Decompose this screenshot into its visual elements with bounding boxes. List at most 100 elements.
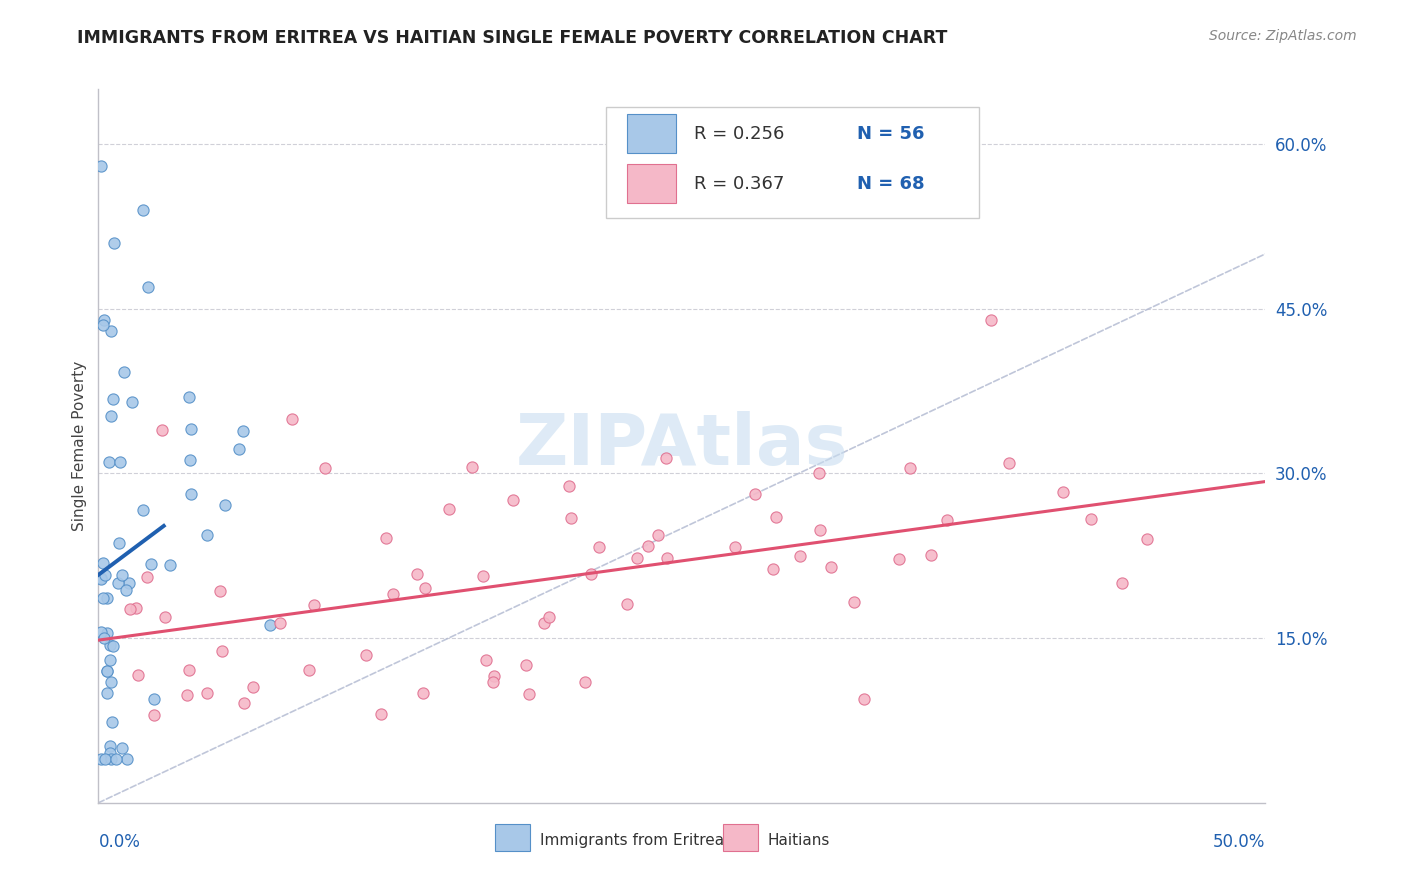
- Point: [101, 715, 124, 730]
- Point: [281, 411, 304, 425]
- Point: [484, 669, 506, 683]
- FancyBboxPatch shape: [627, 114, 676, 153]
- Point: [232, 696, 254, 710]
- Point: [94, 752, 117, 766]
- Point: [179, 452, 201, 467]
- Point: [90, 752, 112, 766]
- FancyBboxPatch shape: [723, 824, 758, 851]
- FancyBboxPatch shape: [495, 824, 530, 851]
- Point: [533, 616, 555, 631]
- Point: [482, 675, 505, 690]
- Point: [1111, 576, 1133, 591]
- Text: ZIPAtlas: ZIPAtlas: [516, 411, 848, 481]
- Point: [439, 502, 461, 516]
- Point: [132, 202, 155, 217]
- Point: [936, 513, 959, 527]
- FancyBboxPatch shape: [627, 164, 676, 203]
- Point: [557, 478, 579, 492]
- Point: [98, 739, 121, 753]
- Point: [107, 576, 129, 591]
- Point: [121, 394, 143, 409]
- Point: [111, 567, 134, 582]
- Point: [232, 424, 254, 438]
- Point: [887, 551, 910, 566]
- Point: [180, 422, 202, 436]
- Point: [96, 664, 118, 678]
- Point: [108, 455, 131, 469]
- Point: [114, 583, 136, 598]
- Point: [744, 487, 766, 501]
- Point: [314, 460, 336, 475]
- Point: [616, 597, 638, 611]
- Point: [98, 639, 121, 653]
- Point: [112, 365, 135, 379]
- Point: [502, 492, 524, 507]
- Point: [626, 550, 648, 565]
- Point: [269, 615, 291, 630]
- Point: [560, 510, 582, 524]
- Point: [228, 442, 250, 457]
- Point: [177, 663, 200, 677]
- Point: [242, 680, 264, 694]
- Point: [724, 540, 747, 554]
- Point: [298, 663, 321, 677]
- Point: [96, 686, 118, 700]
- Point: [135, 569, 157, 583]
- Point: [93, 312, 115, 326]
- Point: [159, 558, 181, 573]
- Point: [789, 549, 811, 563]
- Point: [132, 503, 155, 517]
- Point: [844, 595, 866, 609]
- Point: [515, 657, 537, 672]
- Point: [98, 747, 121, 761]
- Point: [474, 653, 496, 667]
- Point: [96, 626, 118, 640]
- Point: [655, 451, 678, 466]
- Text: N = 56: N = 56: [858, 125, 925, 143]
- Point: [195, 686, 218, 700]
- Point: [91, 318, 114, 333]
- Point: [94, 567, 117, 582]
- Point: [93, 631, 115, 645]
- Point: [104, 752, 127, 766]
- Point: [304, 598, 326, 612]
- Point: [176, 688, 198, 702]
- Point: [820, 559, 842, 574]
- Point: [90, 571, 112, 585]
- Point: [120, 602, 142, 616]
- Point: [108, 536, 131, 550]
- Point: [1080, 512, 1102, 526]
- Point: [90, 625, 112, 640]
- Point: [214, 498, 236, 512]
- Point: [90, 572, 112, 586]
- Point: [471, 569, 494, 583]
- Point: [461, 459, 484, 474]
- Point: [1052, 485, 1074, 500]
- Point: [150, 423, 173, 437]
- Point: [153, 610, 176, 624]
- Text: R = 0.256: R = 0.256: [693, 125, 785, 143]
- Text: Immigrants from Eritrea: Immigrants from Eritrea: [540, 833, 724, 848]
- Point: [208, 584, 231, 599]
- Point: [125, 600, 148, 615]
- Point: [141, 557, 163, 571]
- Point: [100, 324, 122, 338]
- Point: [111, 740, 134, 755]
- Point: [354, 648, 377, 662]
- Point: [898, 460, 921, 475]
- Point: [180, 487, 202, 501]
- Text: Source: ZipAtlas.com: Source: ZipAtlas.com: [1209, 29, 1357, 43]
- Point: [118, 575, 141, 590]
- Point: [98, 455, 121, 469]
- Text: IMMIGRANTS FROM ERITREA VS HAITIAN SINGLE FEMALE POVERTY CORRELATION CHART: IMMIGRANTS FROM ERITREA VS HAITIAN SINGL…: [77, 29, 948, 46]
- Point: [655, 550, 678, 565]
- Point: [100, 409, 122, 424]
- Point: [90, 159, 112, 173]
- Point: [406, 567, 429, 582]
- Point: [765, 510, 787, 524]
- Point: [921, 548, 943, 562]
- Point: [374, 532, 396, 546]
- Text: R = 0.367: R = 0.367: [693, 175, 785, 193]
- Point: [517, 687, 540, 701]
- Point: [637, 539, 659, 553]
